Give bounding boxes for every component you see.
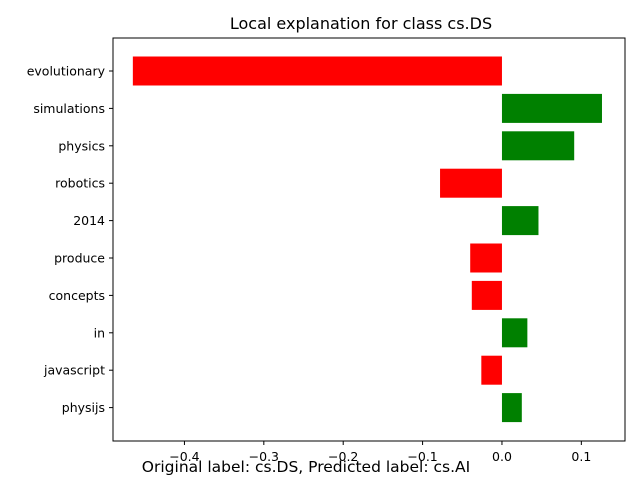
chart-title: Local explanation for class cs.DS	[230, 14, 492, 33]
bar-physijs	[501, 393, 522, 423]
y-tick-label: evolutionary	[27, 64, 106, 79]
x-tick-label: −0.3	[249, 449, 279, 464]
bars-group	[132, 56, 602, 423]
y-tick-label: simulations	[33, 101, 105, 116]
bar-evolutionary	[132, 56, 502, 86]
x-tick-label: −0.2	[328, 449, 358, 464]
x-tick-label: −0.1	[407, 449, 437, 464]
label-caption: Original label: cs.DS, Predicted label: …	[141, 458, 471, 476]
bar-concepts	[471, 280, 502, 310]
bar-produce	[470, 243, 502, 273]
y-tick-label: produce	[54, 251, 105, 266]
x-tick-label: −0.4	[169, 449, 199, 464]
y-tick-label: physijs	[62, 400, 105, 415]
x-tick-label: 0.0	[492, 449, 512, 464]
y-axis-ticks: evolutionary simulations physics robotics 20…	[27, 64, 113, 415]
bar-robotics	[440, 168, 502, 198]
x-axis-ticks: −0.4 −0.3 −0.2 −0.1 0.0 0.1	[169, 441, 591, 464]
y-tick-label: physics	[58, 138, 105, 153]
x-tick-label: 0.1	[571, 449, 591, 464]
bar-javascript	[481, 355, 502, 385]
bar-physics	[501, 131, 575, 161]
bar-simulations	[501, 93, 602, 123]
y-tick-label: concepts	[49, 288, 105, 303]
y-tick-label: robotics	[55, 176, 105, 191]
plot-frame	[112, 37, 626, 442]
bar-2014	[501, 206, 539, 236]
y-tick-label: javascript	[43, 363, 105, 378]
y-tick-label: 2014	[73, 213, 105, 228]
bar-in	[501, 318, 528, 348]
y-tick-label: in	[94, 325, 105, 340]
